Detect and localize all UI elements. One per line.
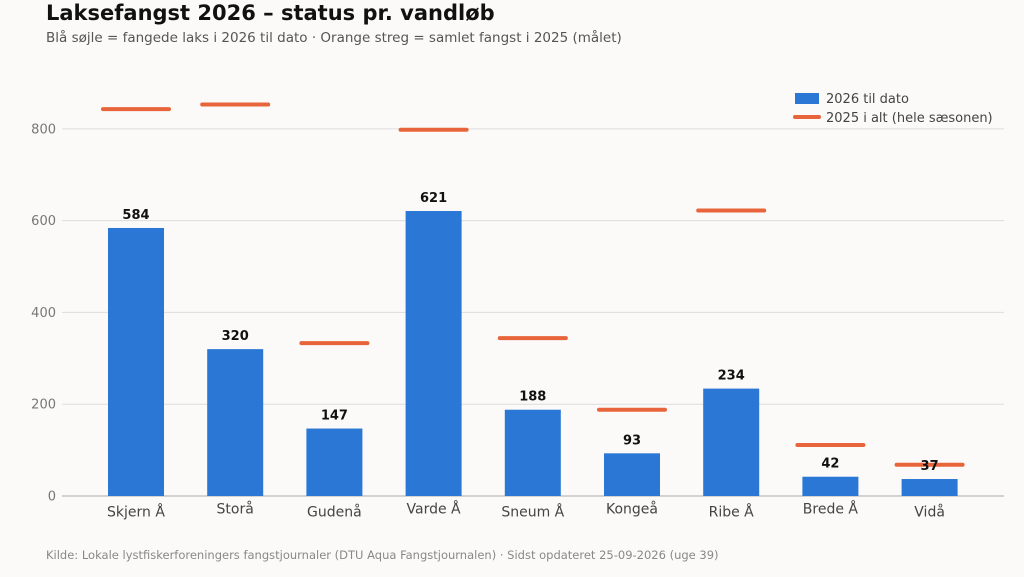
x-category-label: Storå	[217, 501, 254, 518]
bar-value-label: 320	[222, 329, 249, 344]
x-category-label: Skjern Å	[107, 504, 165, 521]
y-axis-ticks: 0 200 400 600 800	[31, 122, 56, 504]
bar	[703, 388, 760, 496]
bar	[901, 479, 958, 496]
y-tick-label: 200	[31, 398, 56, 413]
bar	[306, 428, 363, 496]
legend-bar-swatch	[795, 93, 819, 104]
x-category-label: Ribe Å	[709, 504, 755, 521]
bar-value-label: 147	[321, 409, 348, 424]
bar-value-label: 621	[420, 191, 447, 206]
bar-value-label: 188	[519, 390, 546, 405]
bar	[405, 210, 462, 496]
x-category-label: Vidå	[914, 504, 945, 521]
bar-value-label: 584	[122, 208, 149, 223]
bar	[504, 409, 561, 496]
source-note: Kilde: Lokale lystfiskerforeningers fang…	[46, 548, 719, 562]
x-category-label: Sneum Å	[501, 504, 564, 521]
x-category-label: Brede Å	[803, 501, 859, 518]
y-tick-label: 800	[31, 122, 56, 137]
bar-value-label: 42	[821, 457, 839, 472]
bar	[108, 227, 164, 496]
bar	[802, 476, 859, 496]
x-category-label: Gudenå	[307, 504, 362, 521]
legend-label: 2026 til dato	[826, 92, 909, 107]
y-tick-label: 0	[48, 490, 56, 505]
bar	[604, 453, 660, 496]
y-tick-label: 400	[31, 306, 56, 321]
chart-title: Laksefangst 2026 – status pr. vandløb	[46, 1, 495, 25]
x-category-label: Varde Å	[407, 501, 462, 518]
x-category-label: Kongeå	[606, 501, 658, 518]
bar	[207, 349, 264, 496]
chart-subtitle: Blå søjle = fangede laks i 2026 til dato…	[46, 30, 622, 46]
legend: 2026 til dato 2025 i alt (hele sæsonen)	[793, 92, 993, 126]
bars	[108, 210, 958, 496]
legend-label: 2025 i alt (hele sæsonen)	[826, 111, 993, 126]
value-labels: 584 320 147 621 188 93 234 42 37	[122, 191, 938, 474]
target-markers	[101, 102, 965, 467]
y-tick-label: 600	[31, 214, 56, 229]
bar-value-label: 93	[623, 433, 641, 448]
x-axis-labels: Skjern Å Storå Gudenå Varde Å Sneum Å Kongeå R…	[107, 501, 945, 521]
bar-value-label: 234	[718, 369, 745, 384]
bar-value-label: 37	[921, 459, 939, 474]
